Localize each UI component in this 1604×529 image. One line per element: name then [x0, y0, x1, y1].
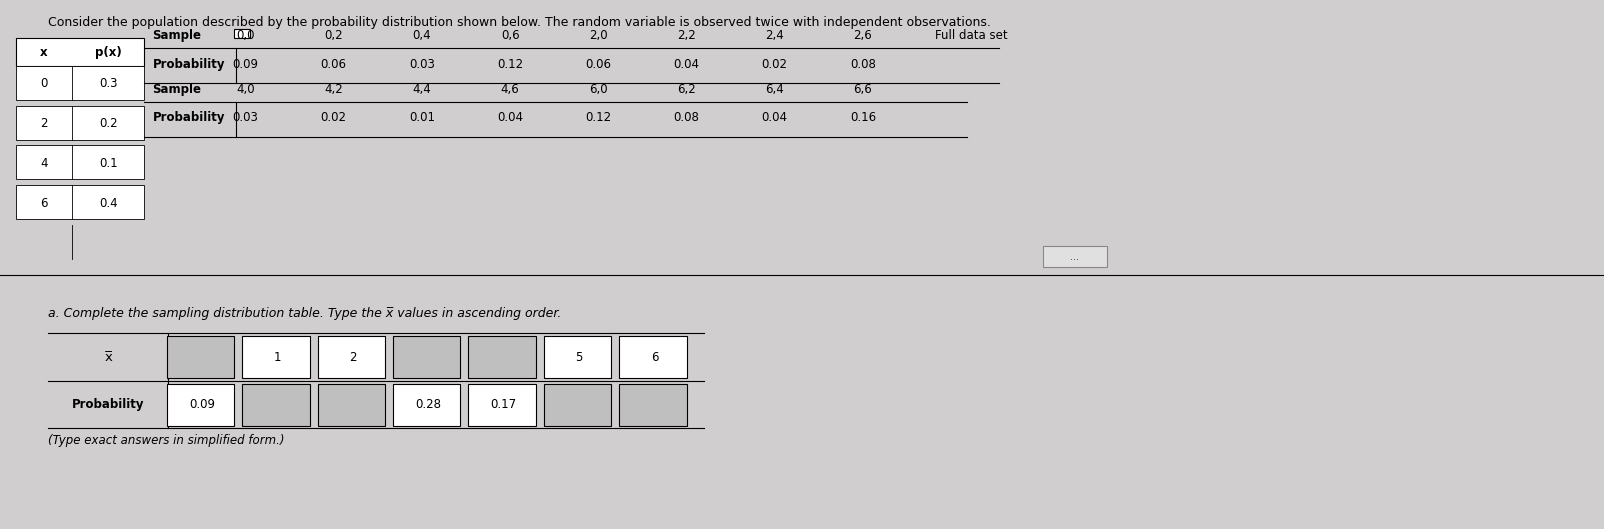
Text: p(x): p(x) — [95, 45, 122, 59]
Text: Probability: Probability — [72, 398, 144, 411]
Bar — [318, 384, 385, 426]
Text: 2,0: 2,0 — [589, 29, 608, 42]
Bar — [242, 336, 310, 378]
Text: x: x — [40, 45, 48, 59]
Text: 0.06: 0.06 — [321, 58, 346, 70]
Text: 4,0: 4,0 — [236, 83, 255, 96]
Text: 6: 6 — [40, 196, 48, 209]
Text: 0.1: 0.1 — [99, 157, 117, 170]
Text: 0,2: 0,2 — [324, 29, 343, 42]
Bar — [16, 185, 144, 219]
Text: Consider the population described by the probability distribution shown below. T: Consider the population described by the… — [48, 16, 991, 29]
Bar — [468, 336, 536, 378]
Bar — [167, 336, 234, 378]
Text: 0.06: 0.06 — [585, 58, 611, 70]
Text: 0.03: 0.03 — [409, 58, 435, 70]
Text: 4,2: 4,2 — [324, 83, 343, 96]
Bar — [16, 39, 144, 66]
Text: 6,0: 6,0 — [589, 83, 608, 96]
Bar — [468, 384, 536, 426]
Text: 2: 2 — [350, 351, 356, 363]
Text: 4,4: 4,4 — [412, 83, 431, 96]
Text: 0.12: 0.12 — [497, 58, 523, 70]
Bar — [619, 336, 687, 378]
Text: 0,0: 0,0 — [236, 29, 255, 42]
Bar — [167, 384, 234, 426]
Text: 0.2: 0.2 — [99, 117, 117, 130]
Text: 0.28: 0.28 — [415, 398, 441, 411]
Text: 5: 5 — [576, 351, 582, 363]
Bar — [16, 106, 144, 140]
Text: a. Complete the sampling distribution table. Type the x̅ values in ascending ord: a. Complete the sampling distribution ta… — [48, 307, 561, 320]
Text: 0.01: 0.01 — [409, 112, 435, 124]
Text: (Type exact answers in simplified form.): (Type exact answers in simplified form.) — [48, 434, 284, 447]
Text: Full data set: Full data set — [935, 29, 1007, 42]
Text: x̅: x̅ — [104, 351, 112, 363]
Text: 0.04: 0.04 — [674, 58, 699, 70]
Text: 4,6: 4,6 — [500, 83, 520, 96]
Text: Sample: Sample — [152, 29, 202, 42]
Text: 6,2: 6,2 — [677, 83, 696, 96]
Bar — [393, 336, 460, 378]
Bar — [544, 384, 611, 426]
Text: 0.4: 0.4 — [99, 196, 117, 209]
Text: 0,4: 0,4 — [412, 29, 431, 42]
Bar — [619, 384, 687, 426]
Text: 6,6: 6,6 — [853, 83, 873, 96]
Text: 0.04: 0.04 — [762, 112, 788, 124]
Bar — [393, 384, 460, 426]
Text: 0.08: 0.08 — [674, 112, 699, 124]
Text: 0.02: 0.02 — [762, 58, 788, 70]
Bar — [318, 336, 385, 378]
Text: 0.03: 0.03 — [233, 112, 258, 124]
Text: 2,6: 2,6 — [853, 29, 873, 42]
Text: ...: ... — [1070, 252, 1079, 261]
Text: 0: 0 — [40, 77, 48, 90]
Text: 0.3: 0.3 — [99, 77, 117, 90]
Text: 0.09: 0.09 — [189, 398, 215, 411]
Text: 6,4: 6,4 — [765, 83, 784, 96]
Text: 6: 6 — [651, 351, 658, 363]
Text: 0.16: 0.16 — [850, 112, 876, 124]
Text: 0,6: 0,6 — [500, 29, 520, 42]
Text: 0.04: 0.04 — [497, 112, 523, 124]
Text: Probability: Probability — [152, 112, 225, 124]
Text: 2,2: 2,2 — [677, 29, 696, 42]
Text: 0.12: 0.12 — [585, 112, 611, 124]
Bar — [234, 29, 250, 38]
Text: 0.02: 0.02 — [321, 112, 346, 124]
Text: 2,4: 2,4 — [765, 29, 784, 42]
Text: 1: 1 — [274, 351, 281, 363]
Text: 4: 4 — [40, 157, 48, 170]
Text: 0.17: 0.17 — [491, 398, 516, 411]
Bar — [1043, 246, 1107, 267]
Text: 0.09: 0.09 — [233, 58, 258, 70]
Text: Sample: Sample — [152, 83, 202, 96]
Bar — [16, 145, 144, 179]
Bar — [242, 384, 310, 426]
Text: 2: 2 — [40, 117, 48, 130]
Bar — [544, 336, 611, 378]
Bar — [16, 66, 144, 100]
Text: Probability: Probability — [152, 58, 225, 70]
Text: 0.08: 0.08 — [850, 58, 876, 70]
